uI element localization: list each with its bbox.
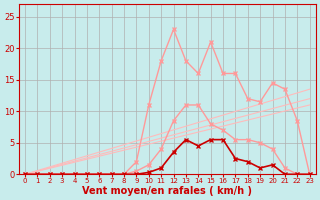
X-axis label: Vent moyen/en rafales ( km/h ): Vent moyen/en rafales ( km/h ) bbox=[82, 186, 252, 196]
